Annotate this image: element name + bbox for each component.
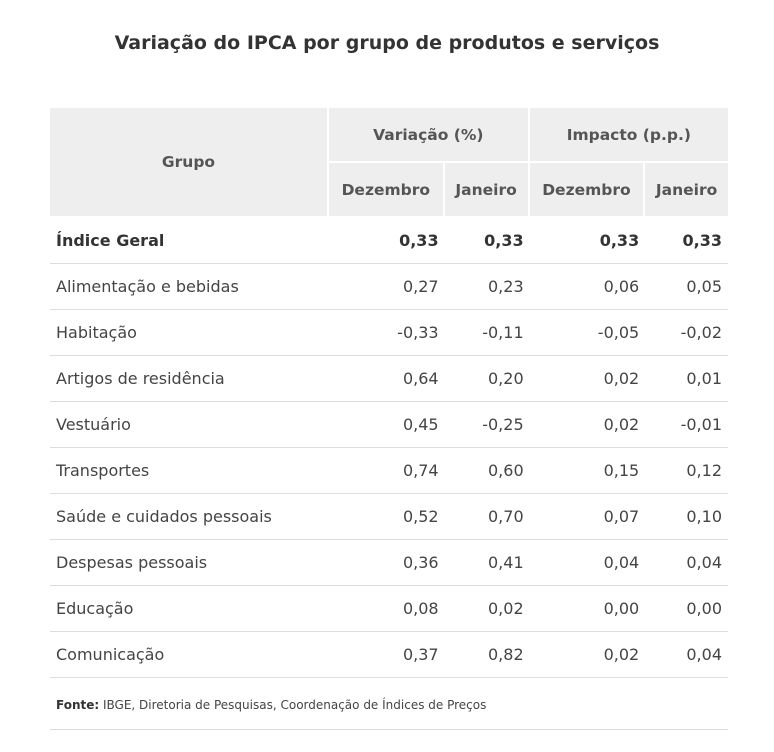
cell-value: 0,33 <box>329 218 445 264</box>
cell-value: 0,20 <box>444 356 530 402</box>
divider <box>50 729 728 730</box>
cell-value: 0,60 <box>444 448 530 494</box>
cell-value: 0,04 <box>645 540 728 586</box>
cell-value: 0,52 <box>329 494 445 540</box>
ipca-table: Grupo Variação (%) Impacto (p.p.) Dezemb… <box>50 108 728 678</box>
header-variacao-janeiro: Janeiro <box>444 163 530 218</box>
cell-value: 0,36 <box>329 540 445 586</box>
cell-value: 0,10 <box>645 494 728 540</box>
header-variacao: Variação (%) <box>329 108 530 163</box>
table-row: Alimentação e bebidas 0,27 0,23 0,06 0,05 <box>50 264 728 310</box>
footnote-text: IBGE, Diretoria de Pesquisas, Coordenaçã… <box>99 698 487 712</box>
footnote-label: Fonte: <box>56 698 100 712</box>
table-row: Comunicação 0,37 0,82 0,02 0,04 <box>50 632 728 678</box>
cell-value: 0,70 <box>444 494 530 540</box>
cell-grupo: Índice Geral <box>50 218 329 264</box>
cell-value: 0,82 <box>444 632 530 678</box>
cell-value: 0,45 <box>329 402 445 448</box>
cell-value: 0,02 <box>529 356 646 402</box>
cell-value: 0,64 <box>329 356 445 402</box>
cell-value: -0,25 <box>444 402 530 448</box>
header-impacto: Impacto (p.p.) <box>529 108 728 163</box>
cell-grupo: Vestuário <box>50 402 329 448</box>
cell-value: -0,33 <box>329 310 445 356</box>
cell-grupo: Comunicação <box>50 632 329 678</box>
cell-value: 0,00 <box>645 586 728 632</box>
header-impacto-janeiro: Janeiro <box>645 163 728 218</box>
cell-value: 0,00 <box>529 586 646 632</box>
cell-value: 0,02 <box>444 586 530 632</box>
header-variacao-dezembro: Dezembro <box>329 163 445 218</box>
cell-grupo: Despesas pessoais <box>50 540 329 586</box>
cell-value: 0,02 <box>529 632 646 678</box>
cell-value: 0,27 <box>329 264 445 310</box>
cell-value: 0,23 <box>444 264 530 310</box>
footnote: Fonte: IBGE, Diretoria de Pesquisas, Coo… <box>56 698 486 712</box>
table-row: Vestuário 0,45 -0,25 0,02 -0,01 <box>50 402 728 448</box>
cell-grupo: Transportes <box>50 448 329 494</box>
table-row: Transportes 0,74 0,60 0,15 0,12 <box>50 448 728 494</box>
cell-value: 0,08 <box>329 586 445 632</box>
cell-value: 0,07 <box>529 494 646 540</box>
cell-value: 0,33 <box>444 218 530 264</box>
table-row: Artigos de residência 0,64 0,20 0,02 0,01 <box>50 356 728 402</box>
header-impacto-dezembro: Dezembro <box>529 163 646 218</box>
cell-value: -0,05 <box>529 310 646 356</box>
cell-value: 0,74 <box>329 448 445 494</box>
header-grupo: Grupo <box>50 108 329 218</box>
cell-value: -0,11 <box>444 310 530 356</box>
cell-value: 0,33 <box>645 218 728 264</box>
cell-value: 0,12 <box>645 448 728 494</box>
cell-grupo: Habitação <box>50 310 329 356</box>
cell-value: 0,15 <box>529 448 646 494</box>
cell-value: 0,33 <box>529 218 646 264</box>
cell-value: 0,06 <box>529 264 646 310</box>
cell-value: 0,04 <box>529 540 646 586</box>
table-row: Habitação -0,33 -0,11 -0,05 -0,02 <box>50 310 728 356</box>
table-row: Educação 0,08 0,02 0,00 0,00 <box>50 586 728 632</box>
cell-value: -0,02 <box>645 310 728 356</box>
cell-value: 0,04 <box>645 632 728 678</box>
cell-value: 0,05 <box>645 264 728 310</box>
cell-value: 0,41 <box>444 540 530 586</box>
cell-grupo: Alimentação e bebidas <box>50 264 329 310</box>
cell-value: 0,01 <box>645 356 728 402</box>
cell-grupo: Educação <box>50 586 329 632</box>
cell-value: -0,01 <box>645 402 728 448</box>
table-row: Despesas pessoais 0,36 0,41 0,04 0,04 <box>50 540 728 586</box>
table-row: Saúde e cuidados pessoais 0,52 0,70 0,07 0,1… <box>50 494 728 540</box>
cell-value: 0,37 <box>329 632 445 678</box>
table-row: Índice Geral 0,33 0,33 0,33 0,33 <box>50 218 728 264</box>
cell-grupo: Artigos de residência <box>50 356 329 402</box>
cell-value: 0,02 <box>529 402 646 448</box>
table-title: Variação do IPCA por grupo de produtos e… <box>114 32 660 54</box>
cell-grupo: Saúde e cuidados pessoais <box>50 494 329 540</box>
